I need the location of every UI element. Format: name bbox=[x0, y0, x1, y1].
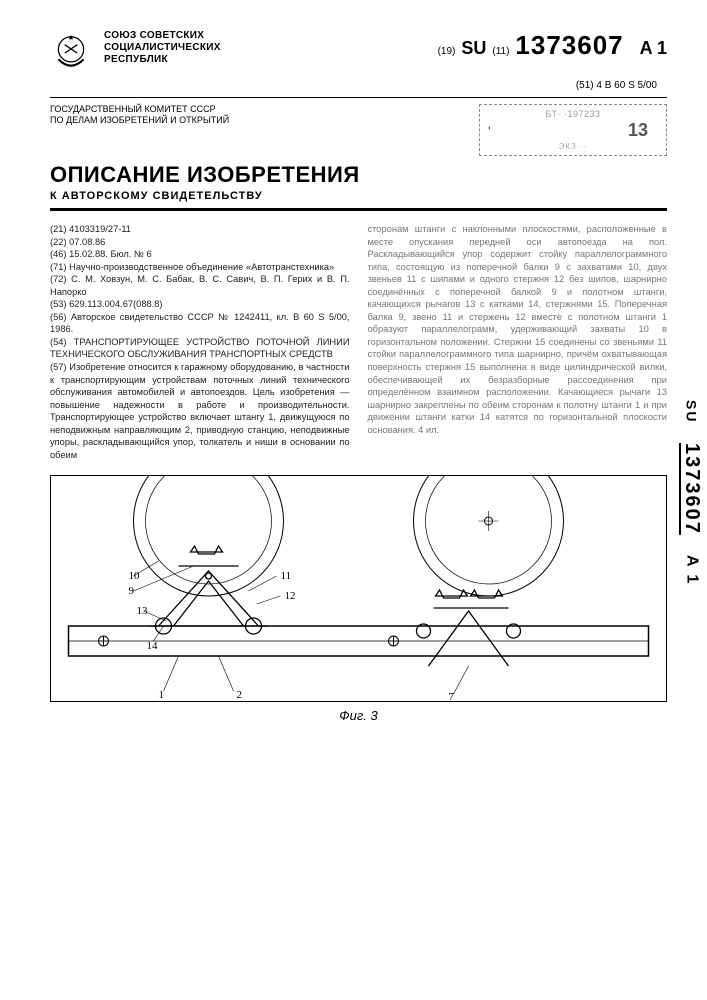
stamp-tick: ' bbox=[488, 123, 491, 139]
registration-stamp: БТ· ·197233 ' 13 ЭКЗ· · bbox=[479, 104, 667, 156]
label-10: 10 bbox=[129, 570, 141, 582]
figure-3: 10 9 13 14 11 12 1 2 7 bbox=[50, 475, 667, 702]
label-14: 14 bbox=[147, 640, 159, 652]
republic-line-2: СОЦИАЛИСТИЧЕСКИХ bbox=[104, 42, 221, 54]
pub-number: 1373607 bbox=[515, 30, 623, 61]
kind-code: A 1 bbox=[640, 38, 667, 59]
stamp-bottom-text: ЭКЗ· · bbox=[488, 142, 658, 151]
label-11: 11 bbox=[281, 570, 292, 582]
republic-line-3: РЕСПУБЛИК bbox=[104, 54, 221, 66]
figure-caption: Фиг. 3 bbox=[50, 708, 667, 723]
label-12: 12 bbox=[285, 590, 296, 602]
committee-name: ГОСУДАРСТВЕННЫЙ КОМИТЕТ СССР ПО ДЕЛАМ ИЗ… bbox=[50, 104, 229, 126]
label-9: 9 bbox=[129, 585, 135, 597]
ipc-classification: (51) 4 B 60 S 5/00 bbox=[50, 80, 667, 91]
stamp-number: 13 bbox=[628, 120, 658, 141]
right-column: сторонам штанги с наклонными плоскостями… bbox=[368, 223, 668, 461]
label-1: 1 bbox=[159, 689, 165, 701]
document-title: ОПИСАНИЕ ИЗОБРЕТЕНИЯ bbox=[50, 162, 667, 188]
divider-top bbox=[50, 97, 667, 98]
pub-prefix: (11) bbox=[492, 46, 509, 57]
stamp-top-text: БТ· ·197233 bbox=[488, 109, 658, 119]
state-emblem-icon bbox=[50, 30, 92, 72]
divider-heavy bbox=[50, 208, 667, 211]
left-column: (21) 4103319/27-11 (22) 07.08.86 (46) 15… bbox=[50, 223, 350, 461]
side-kind-code: A 1 bbox=[683, 555, 701, 585]
document-subtitle: К АВТОРСКОМУ СВИДЕТЕЛЬСТВУ bbox=[50, 190, 667, 202]
side-country-code: SU bbox=[684, 400, 700, 423]
side-publication-label: SU 1373607 A 1 bbox=[680, 400, 703, 586]
country-code: SU bbox=[461, 38, 486, 59]
republic-line-1: СОЮЗ СОВЕТСКИХ bbox=[104, 30, 221, 42]
committee-line-1: ГОСУДАРСТВЕННЫЙ КОМИТЕТ СССР bbox=[50, 104, 229, 115]
side-pub-number: 1373607 bbox=[680, 443, 703, 535]
republic-name: СОЮЗ СОВЕТСКИХ СОЦИАЛИСТИЧЕСКИХ РЕСПУБЛИ… bbox=[104, 30, 221, 66]
label-13: 13 bbox=[137, 605, 149, 617]
publication-number: (19) SU (11) 1373607 A 1 bbox=[438, 30, 667, 61]
committee-line-2: ПО ДЕЛАМ ИЗОБРЕТЕНИЙ И ОТКРЫТИЙ bbox=[50, 115, 229, 126]
label-7: 7 bbox=[449, 691, 455, 701]
label-2: 2 bbox=[237, 689, 243, 701]
country-prefix: (19) bbox=[438, 46, 456, 57]
body-columns: (21) 4103319/27-11 (22) 07.08.86 (46) 15… bbox=[50, 223, 667, 461]
